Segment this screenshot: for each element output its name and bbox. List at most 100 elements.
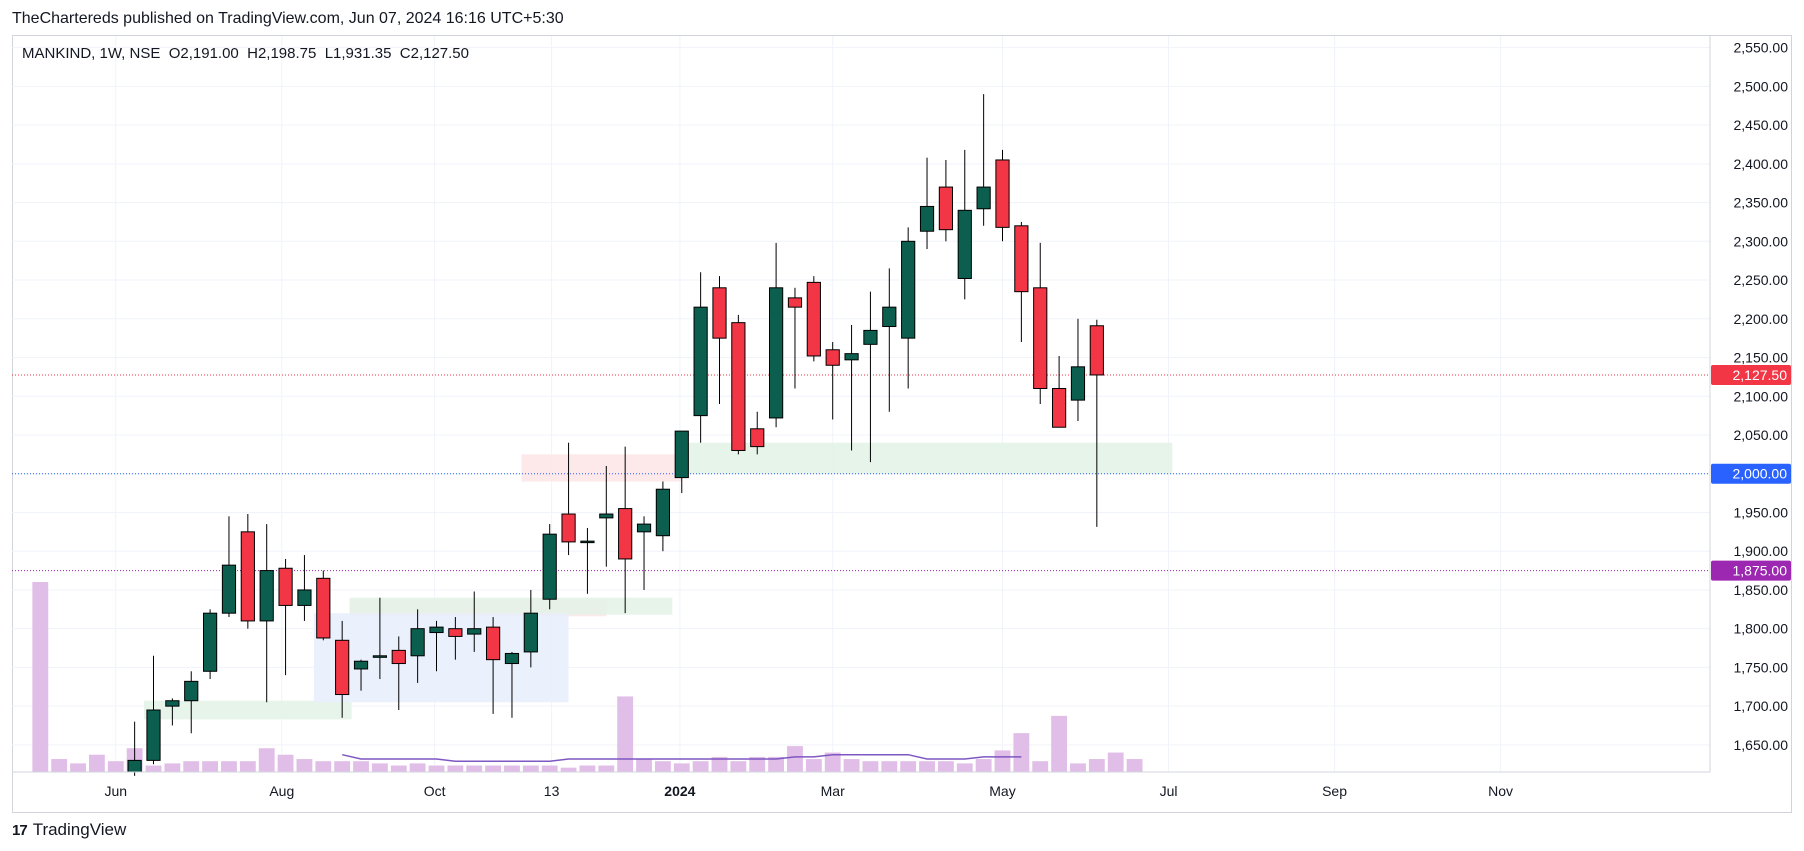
candle-body-up xyxy=(1070,366,1086,401)
candle-body-down xyxy=(278,567,293,606)
volume-bar xyxy=(975,759,992,772)
candle-body-up xyxy=(636,523,652,533)
price-label-text: 2,127.50 xyxy=(1733,367,1788,383)
price-label-text: 2,000.00 xyxy=(1733,466,1788,482)
range-zone xyxy=(144,700,352,720)
volume-bar xyxy=(221,761,237,772)
candle-body-up xyxy=(655,488,671,537)
y-tick-label: 2,100.00 xyxy=(1734,388,1789,404)
price-lines xyxy=(12,374,1710,572)
volume-bar xyxy=(749,756,766,772)
y-tick-label: 1,900.00 xyxy=(1734,543,1789,559)
tradingview-logo-icon: 17 xyxy=(12,821,28,839)
volume-bar xyxy=(88,754,105,772)
y-tick-label: 1,850.00 xyxy=(1734,582,1789,598)
candle-body-up xyxy=(863,329,878,345)
y-tick-label: 2,550.00 xyxy=(1734,40,1789,56)
volume-bar xyxy=(70,763,86,772)
candle-body-up xyxy=(919,205,935,232)
candle-body-up xyxy=(202,612,218,672)
brand-name: TradingView xyxy=(32,820,127,839)
chart-frame xyxy=(12,35,1792,813)
y-tick-label: 2,450.00 xyxy=(1734,117,1789,133)
candle-body-down xyxy=(335,639,350,696)
volume-bar xyxy=(202,761,219,772)
candle-body-up xyxy=(599,513,614,519)
volume-bar xyxy=(730,761,747,772)
candle-body-down xyxy=(1033,287,1048,390)
volume-moving-average xyxy=(342,753,1022,762)
volume-bar xyxy=(900,761,917,772)
candle-body-down xyxy=(316,577,331,639)
candle-body-up xyxy=(504,652,520,665)
volume-bar xyxy=(409,763,426,772)
x-tick-label: Sep xyxy=(1322,783,1347,799)
candle-body-up xyxy=(467,628,482,635)
x-tick-label: Jun xyxy=(104,783,127,799)
x-tick-label: Oct xyxy=(424,783,446,799)
volume-bar xyxy=(315,761,332,772)
candle-body-down xyxy=(1089,325,1104,376)
y-tick-label: 1,700.00 xyxy=(1734,698,1789,714)
x-tick-label: 13 xyxy=(544,783,560,799)
x-tick-label: Nov xyxy=(1488,783,1513,799)
candle-body-up xyxy=(523,612,538,653)
y-tick-label: 1,750.00 xyxy=(1734,659,1789,675)
legend-high: H2,198.75 xyxy=(247,45,317,62)
volume-bar xyxy=(994,750,1011,772)
y-tick-label: 2,050.00 xyxy=(1734,427,1789,443)
candle-body-down xyxy=(448,628,463,637)
candlesticks xyxy=(127,94,1104,776)
candle-body-up xyxy=(221,564,237,614)
candle-body-up xyxy=(146,709,161,761)
candle-body-down xyxy=(787,297,803,308)
volume-bar xyxy=(805,759,822,772)
y-tick-label: 2,300.00 xyxy=(1734,233,1789,249)
volume-bar xyxy=(692,761,709,772)
volume-bar xyxy=(560,767,577,772)
candle-body-down xyxy=(240,531,255,622)
y-tick-label: 2,250.00 xyxy=(1734,272,1789,288)
volume-bar xyxy=(522,765,539,772)
x-tick-label: Jul xyxy=(1160,783,1178,799)
y-tick-label: 2,200.00 xyxy=(1734,311,1789,327)
candle-body-up xyxy=(901,240,916,339)
volume-bar xyxy=(277,754,294,772)
volume-bar xyxy=(617,696,634,772)
x-tick-label: Mar xyxy=(821,783,845,799)
candle-body-up xyxy=(674,430,689,479)
candle-body-down xyxy=(825,349,840,366)
volume-bar xyxy=(673,763,690,772)
tradingview-brand[interactable]: 17 TradingView xyxy=(12,820,126,840)
price-label-badge xyxy=(1711,364,1791,385)
volume-bar xyxy=(145,765,162,772)
volume-bar xyxy=(1088,759,1105,772)
volume-bar xyxy=(107,761,124,772)
candle-body-up xyxy=(844,353,859,361)
legend-low: L1,931.35 xyxy=(324,45,392,62)
range-zones xyxy=(144,442,1173,720)
volume-bar xyxy=(504,765,520,772)
y-tick-label: 2,150.00 xyxy=(1734,350,1789,366)
candle-body-down xyxy=(561,513,576,543)
legend-symbol: MANKIND, 1W, NSE xyxy=(22,45,161,62)
volume-bar xyxy=(1013,733,1030,772)
candle-body-down xyxy=(712,287,727,339)
candle-body-up xyxy=(429,626,444,634)
price-line-labels: 2,127.50 2,000.00 1,875.00 xyxy=(1711,364,1791,581)
candle-body-down xyxy=(1014,225,1029,293)
candle-body-down xyxy=(731,322,746,451)
range-zone xyxy=(681,442,1173,474)
volume-bar xyxy=(1126,759,1143,772)
candle-body-up xyxy=(372,655,388,658)
x-tick-label: Aug xyxy=(269,783,294,799)
candle-body-up xyxy=(882,306,897,328)
price-label-badge xyxy=(1711,463,1791,484)
volume-bar xyxy=(1051,715,1068,772)
volume-bar xyxy=(579,765,596,772)
candle-body-up xyxy=(957,209,972,279)
volume-bar xyxy=(353,761,369,772)
volume-bar xyxy=(541,765,558,772)
volume-bar xyxy=(881,761,898,772)
